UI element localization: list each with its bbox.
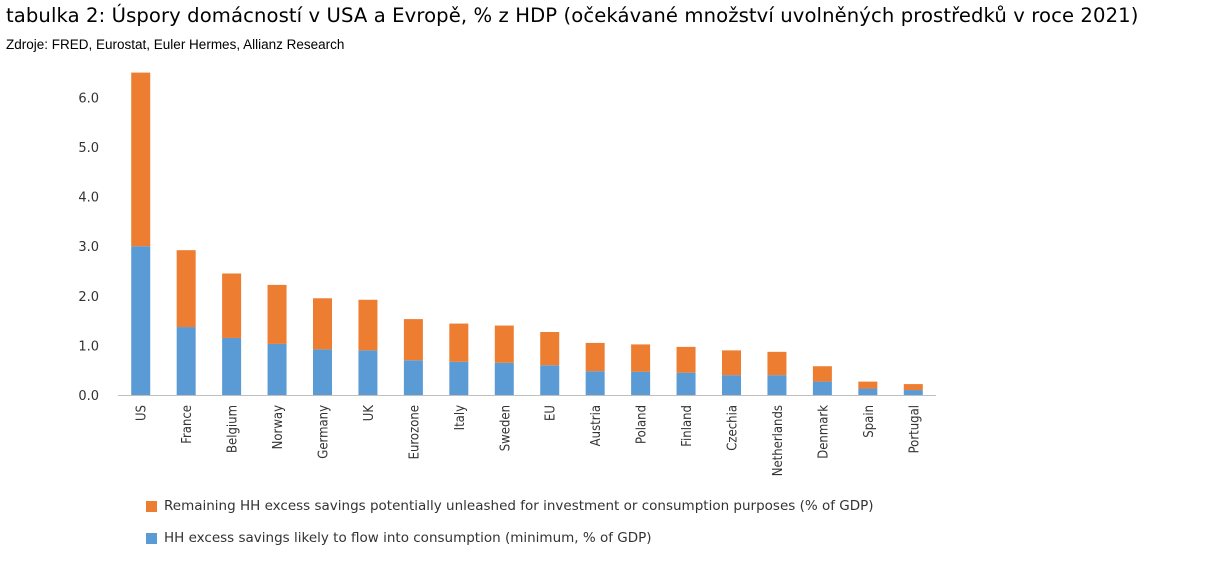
bar-consumption [631,371,651,395]
x-category-label: Germany [317,405,332,459]
bar-remaining [903,384,923,391]
bar-remaining [313,298,332,350]
legend-label-consumption: HH excess savings likely to flow into co… [164,530,652,546]
x-category-label: Austria [589,405,604,446]
bar-consumption [722,375,741,395]
bar-consumption [449,361,469,395]
bar-remaining [403,319,423,361]
x-category-label: Belgium [226,405,241,453]
bar-consumption [812,381,832,395]
bar-consumption [767,375,787,395]
x-category-label: Italy [453,405,468,430]
bar-remaining [767,351,787,376]
bar-remaining [585,342,605,372]
bar-remaining [131,72,151,247]
legend-swatch-remaining [146,500,157,512]
bar-remaining [449,323,469,362]
x-category-label: EU [544,405,559,421]
bar-consumption [358,350,378,395]
y-tick-label: 5.0 [78,141,99,156]
y-tick-label: 3.0 [78,240,99,255]
x-category-label: UK [362,405,377,422]
bar-consumption [267,343,287,395]
x-category-label: Czechia [726,405,741,451]
bar-remaining [494,325,514,363]
y-tick-label: 1.0 [78,339,99,354]
y-tick-label: 4.0 [78,191,99,206]
bar-consumption [176,327,196,395]
y-tick-label: 6.0 [78,91,99,106]
bar-consumption [313,349,332,395]
bar-remaining [858,381,878,389]
x-category-label: Portugal [907,405,922,453]
legend-label-remaining: Remaining HH excess savings potentially … [164,498,874,514]
legend-item-remaining: Remaining HH excess savings potentially … [146,496,874,516]
bar-chart: 0.0 1.0 2.0 3.0 4.0 5.0 6.0 US France Belgium Norw… [78,72,936,476]
bar-remaining [676,346,696,373]
y-tick-label: 2.0 [78,290,99,305]
bar-remaining [812,366,832,382]
bar-consumption [540,365,560,395]
bar-consumption [131,246,151,395]
legend-swatch-consumption [146,532,157,544]
bar-consumption [858,388,878,395]
chart-title: tabulka 2: Úspory domácností v USA a Evr… [6,4,1139,27]
bar-remaining [267,284,287,344]
x-category-label: Spain [862,405,877,438]
y-tick-label: 0.0 [78,389,99,404]
bar-remaining [631,344,651,372]
x-category-label: US [135,405,150,421]
bar-remaining [222,273,242,338]
bar-consumption [222,337,242,395]
chart-legend: Remaining HH excess savings potentially … [146,496,874,548]
x-category-label: France [180,405,195,444]
chart-source: Zdroje: FRED, Eurostat, Euler Hermes, Al… [6,37,345,52]
legend-item-consumption: HH excess savings likely to flow into co… [146,528,874,548]
bar-remaining [722,350,741,376]
x-category-label: Sweden [498,405,513,451]
bar-consumption [903,390,923,395]
x-category-label: Denmark [816,405,831,459]
bar-consumption [585,371,605,395]
x-category-label: Netherlands [771,405,786,476]
x-category-label: Eurozone [407,405,422,459]
x-category-label: Norway [271,405,286,449]
bar-consumption [676,372,696,395]
bar-consumption [494,362,514,395]
bar-remaining [540,332,560,366]
x-category-label: Poland [635,405,650,444]
bar-consumption [403,360,423,395]
x-category-label: Finland [680,405,695,447]
bar-remaining [176,250,196,328]
bar-remaining [358,299,378,351]
